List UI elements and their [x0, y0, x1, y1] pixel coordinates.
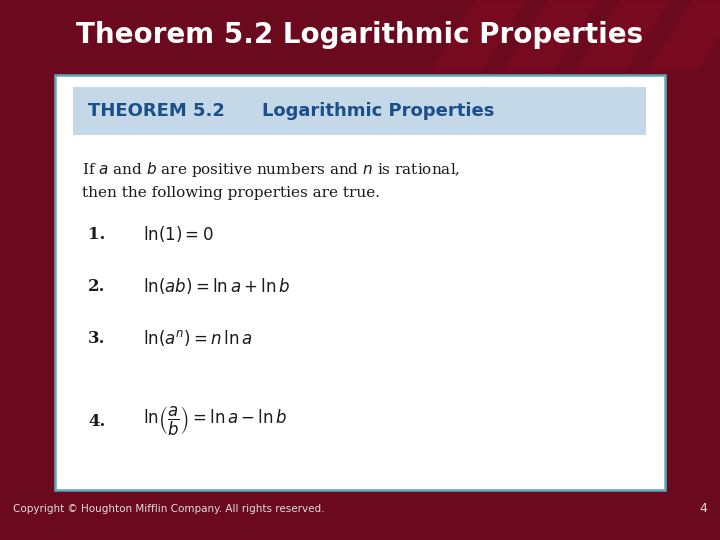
Text: 1.: 1.	[89, 226, 106, 243]
Text: 2.: 2.	[89, 278, 106, 295]
Text: If $a$ and $b$ are positive numbers and $n$ is rational,
then the following prop: If $a$ and $b$ are positive numbers and …	[82, 160, 461, 200]
Text: 4: 4	[699, 502, 707, 515]
Text: $\ln(1) = 0$: $\ln(1) = 0$	[143, 225, 214, 245]
FancyBboxPatch shape	[73, 87, 647, 135]
Text: THEOREM 5.2: THEOREM 5.2	[89, 102, 225, 120]
Text: $\ln(a^n) = n\,\ln a$: $\ln(a^n) = n\,\ln a$	[143, 328, 253, 348]
Text: 4.: 4.	[89, 413, 106, 430]
Text: Theorem 5.2 Logarithmic Properties: Theorem 5.2 Logarithmic Properties	[76, 21, 644, 49]
Text: $\ln(ab) = \ln a + \ln b$: $\ln(ab) = \ln a + \ln b$	[143, 276, 290, 296]
Text: Logarithmic Properties: Logarithmic Properties	[262, 102, 495, 120]
FancyBboxPatch shape	[55, 75, 665, 490]
Text: 3.: 3.	[89, 330, 106, 347]
Text: Copyright © Houghton Mifflin Company. All rights reserved.: Copyright © Houghton Mifflin Company. Al…	[13, 504, 325, 514]
Text: $\ln\!\left(\dfrac{a}{b}\right) = \ln a - \ln b$: $\ln\!\left(\dfrac{a}{b}\right) = \ln a …	[143, 404, 288, 438]
